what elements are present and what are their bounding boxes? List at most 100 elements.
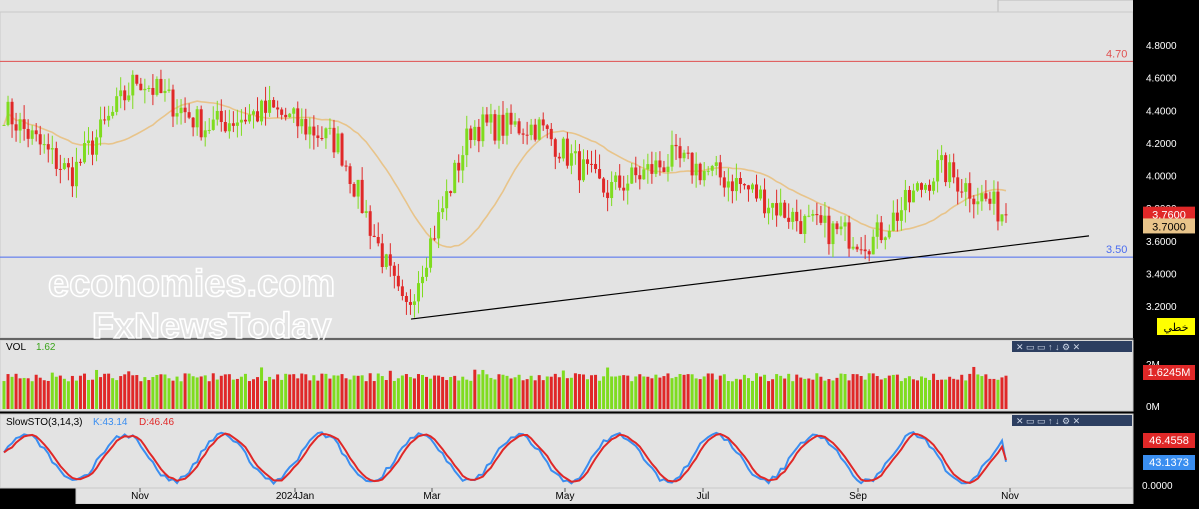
price-tick: 4.6000 [1146,74,1177,85]
volume-bar [847,380,851,409]
volume-bar [771,379,775,409]
candle-body [919,183,923,190]
trendline-tool-button[interactable]: خطي [1157,318,1195,335]
volume-bar [517,374,521,409]
volume-bar [835,377,839,409]
volume-value: 1.62 [36,342,56,353]
volume-bar [734,378,738,409]
candle-body [887,230,891,238]
volume-bar [678,374,682,409]
candle-body [14,124,18,131]
candle-body [280,109,284,115]
volume-bar [50,372,54,409]
candle-body [513,121,517,125]
candle-body [372,235,376,237]
volume-bar [658,377,662,409]
candle-body [95,137,99,155]
candle-body [50,148,54,150]
volume-bar [795,374,799,409]
volume-bar [674,376,678,409]
candle-body [614,175,618,182]
candle-body [119,90,123,97]
volume-bar [328,378,332,409]
candle-body [505,112,509,136]
stochastic-k-label: K:43.14 [93,417,128,428]
candle-body [461,155,465,171]
svg-text:خطي: خطي [1164,322,1189,334]
volume-bar [376,373,380,409]
candle-body [493,114,497,141]
candle-body [843,222,847,227]
stochastic-panel-toolbar[interactable]: ✕ ▭ ▭ ↑ ↓ ⚙ ✕ [1012,415,1132,426]
candle-body [235,122,239,126]
price-tick: 4.8000 [1146,41,1177,52]
volume-bar [179,381,183,409]
volume-bar [412,378,416,409]
candle-body [915,183,919,191]
volume-bar [199,376,203,409]
volume-bar [251,379,255,409]
candle-body [489,114,493,123]
candle-body [968,183,972,199]
candle-body [457,162,461,171]
volume-bar [99,377,103,409]
candle-body [6,101,10,125]
candle-body [799,221,803,234]
candle-body [445,191,449,209]
candle-body [710,165,714,171]
candle-body [356,179,360,197]
volume-panel-toolbar[interactable]: ✕ ▭ ▭ ↑ ↓ ⚙ ✕ [1012,341,1132,352]
ascending-trendline[interactable] [410,235,1090,320]
volume-bar [936,379,940,409]
volume-bar [895,374,899,409]
candle-body [477,126,481,142]
candle-body [529,124,533,136]
candle-body [585,159,589,164]
candle-body [239,119,243,123]
price-tick: 3.6000 [1146,237,1177,248]
volume-bar [485,374,489,409]
volume-bar [292,374,296,409]
volume-bar [26,378,30,409]
volume-bar [815,373,819,409]
volume-bar [421,374,425,409]
volume-bar [103,373,107,409]
candle-body [879,222,883,241]
volume-bar [811,379,815,409]
price-tick: 4.0000 [1146,172,1177,183]
volume-bar [163,374,167,409]
candle-body [565,138,569,166]
candle-body [815,214,819,216]
volume-bar [859,375,863,409]
candle-body [272,99,276,108]
volume-bar [22,377,26,409]
volume-bar [235,378,239,409]
candle-body [940,155,944,161]
candle-body [441,208,445,213]
volume-bar [296,378,300,409]
candle-body [682,152,686,159]
candle-body [590,163,594,165]
volume-bar [461,376,465,409]
resistance-label: 4.70 [1106,48,1127,60]
candle-body [863,249,867,252]
volume-bar [352,375,356,409]
candle-body [859,249,863,251]
volume-bar [630,381,634,409]
candle-body [658,160,662,168]
volume-bar [513,377,517,409]
price-tick: 4.2000 [1146,139,1177,150]
volume-bar [755,373,759,409]
volume-bar [457,380,461,409]
volume-bar [380,376,384,409]
candle-body [557,156,561,159]
candle-body [243,119,247,122]
candle-body [501,114,505,136]
volume-bar [231,379,235,409]
volume-bar [159,374,163,409]
volume-bars [2,366,1008,409]
volume-bar [135,375,139,409]
volume-bar [779,375,783,409]
volume-bar [988,378,992,409]
